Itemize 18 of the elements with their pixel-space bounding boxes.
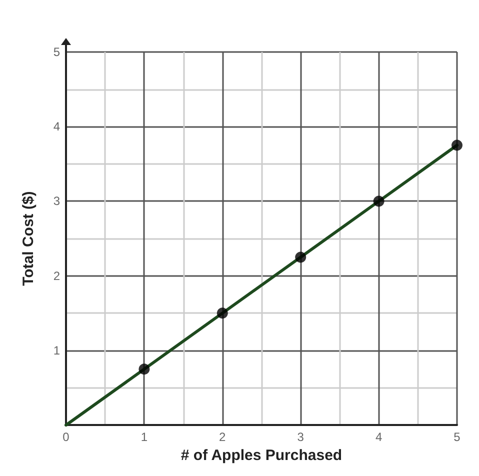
x-tick-label: 2 — [219, 430, 226, 444]
point — [373, 196, 384, 207]
point — [216, 308, 228, 319]
y-axis-title: Total Cost ($) — [20, 191, 37, 286]
x-tick-label: 0 — [62, 430, 70, 444]
x-tick-label: 5 — [454, 430, 461, 444]
point — [295, 252, 306, 263]
x-axis-title: # of Apples Purchased — [180, 447, 342, 464]
point — [138, 364, 150, 375]
y-tick-label: 4 — [53, 120, 60, 134]
x-tick-label: 1 — [140, 430, 148, 444]
x-tick-label: 3 — [297, 430, 304, 444]
y-tick-label: 1 — [53, 343, 60, 358]
y-tick-label: 3 — [53, 194, 60, 208]
x-tick-label: 4 — [375, 430, 382, 444]
point — [452, 140, 462, 151]
y-tick-label: 5 — [53, 45, 60, 59]
y-tick-label: 2 — [53, 268, 60, 283]
